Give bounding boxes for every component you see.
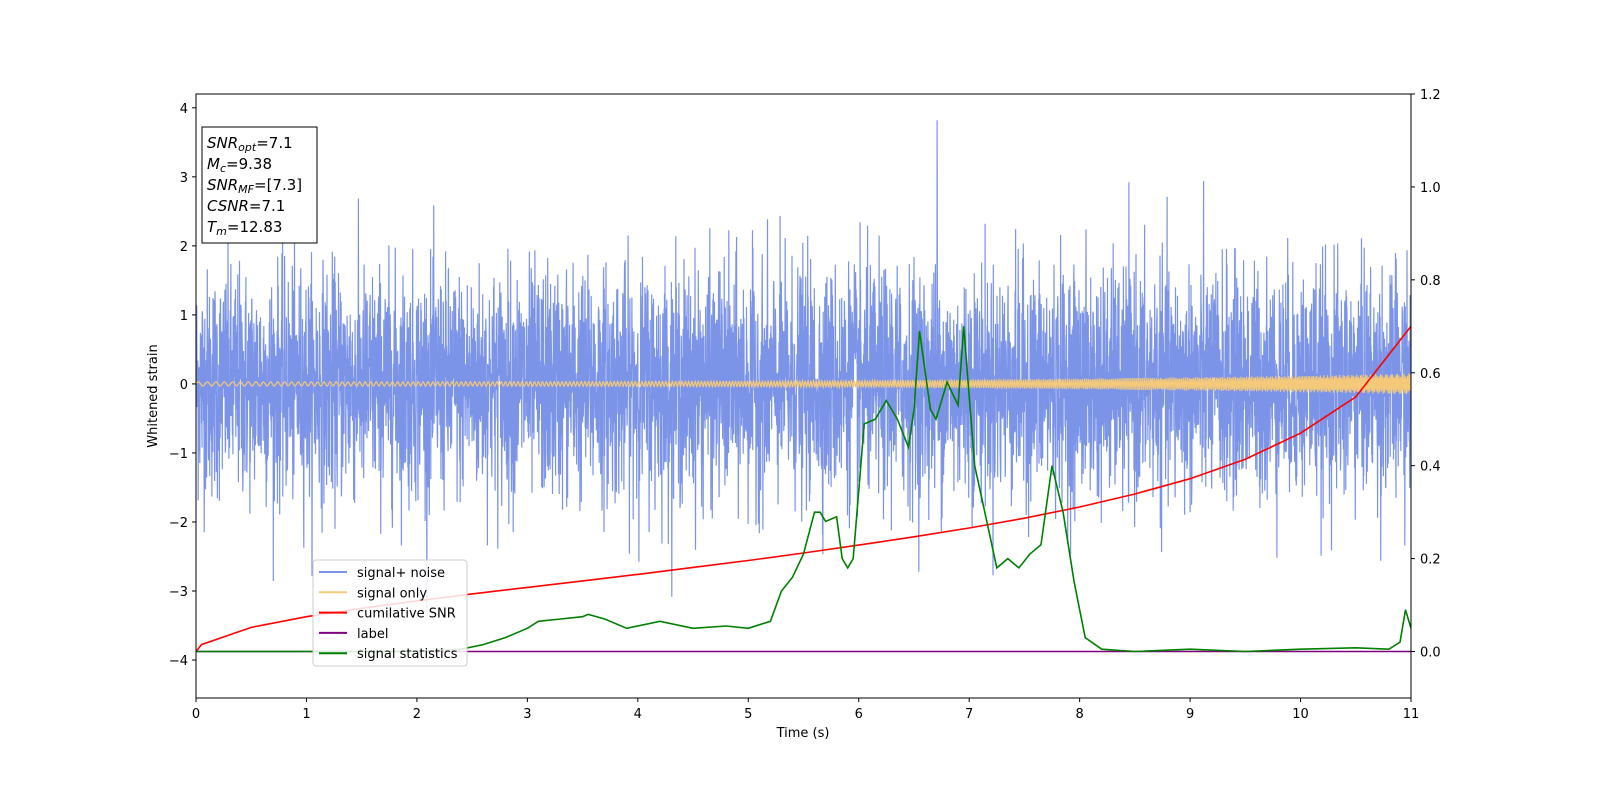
y-tick-label: −1 [169, 447, 188, 462]
x-tick-label: 8 [1075, 707, 1083, 722]
info-line: Mc=9.38 [207, 155, 272, 175]
x-tick-label: 4 [634, 707, 642, 722]
legend-label: signal+ noise [357, 566, 445, 581]
y-tick-label: 1 [180, 309, 188, 324]
y2-tick-label: 0.4 [1420, 460, 1441, 475]
info-box-frame [201, 126, 318, 244]
y-tick-label: −2 [169, 516, 188, 531]
y-tick-label: −3 [169, 585, 188, 600]
y2-tick-label: 1.0 [1420, 181, 1441, 196]
x-axis-label: Time (s) [776, 726, 830, 741]
legend-label: signal only [357, 586, 427, 601]
x-tick-label: 2 [413, 707, 421, 722]
legend-label: signal statistics [357, 647, 458, 662]
y-tick-label: 0 [180, 378, 188, 393]
y2-tick-label: 0.2 [1420, 553, 1441, 568]
axes-frame [195, 93, 1412, 699]
axis-ticks: 0 1 2 3 4 5 6 7 8 9 10 1143210−1−2−3−41.21.00.80.60… [169, 88, 1441, 722]
legend-label: label [357, 627, 388, 642]
y-axis-label: Whitened strain [146, 344, 161, 447]
legend-frame [312, 559, 468, 667]
y2-tick-label: 0.6 [1420, 367, 1441, 382]
x-tick-label: 7 [965, 707, 973, 722]
x-tick-label: 9 [1186, 707, 1194, 722]
y-tick-label: −4 [169, 654, 188, 669]
x-tick-label: 10 [1292, 707, 1309, 722]
y2-tick-label: 1.2 [1420, 88, 1441, 103]
y-tick-label: 4 [180, 102, 188, 117]
x-tick-label: 3 [523, 707, 531, 722]
info-line: Tm=12.83 [207, 218, 282, 238]
y-tick-label: 2 [180, 240, 188, 255]
x-tick-label: 1 [302, 707, 310, 722]
x-tick-label: 6 [855, 707, 863, 722]
x-tick-label: 11 [1403, 707, 1420, 722]
y-tick-label: 3 [180, 171, 188, 186]
series-signal-statistics-line [196, 326, 1411, 653]
y2-tick-label: 0.0 [1420, 646, 1441, 661]
x-tick-label: 5 [744, 707, 752, 722]
series-signal-only-line [196, 373, 1411, 395]
x-tick-label: 0 [192, 707, 200, 722]
legend-label: cumilative SNR [357, 607, 456, 622]
info-line: SNRMF=[7.3] [207, 176, 302, 196]
legend: signal+ noise signal only cumilative SNR la… [312, 559, 468, 667]
info-line: CSNR=7.1 [207, 197, 285, 215]
info-line: SNRopt=7.1 [207, 134, 293, 154]
y2-tick-label: 0.8 [1420, 274, 1441, 289]
